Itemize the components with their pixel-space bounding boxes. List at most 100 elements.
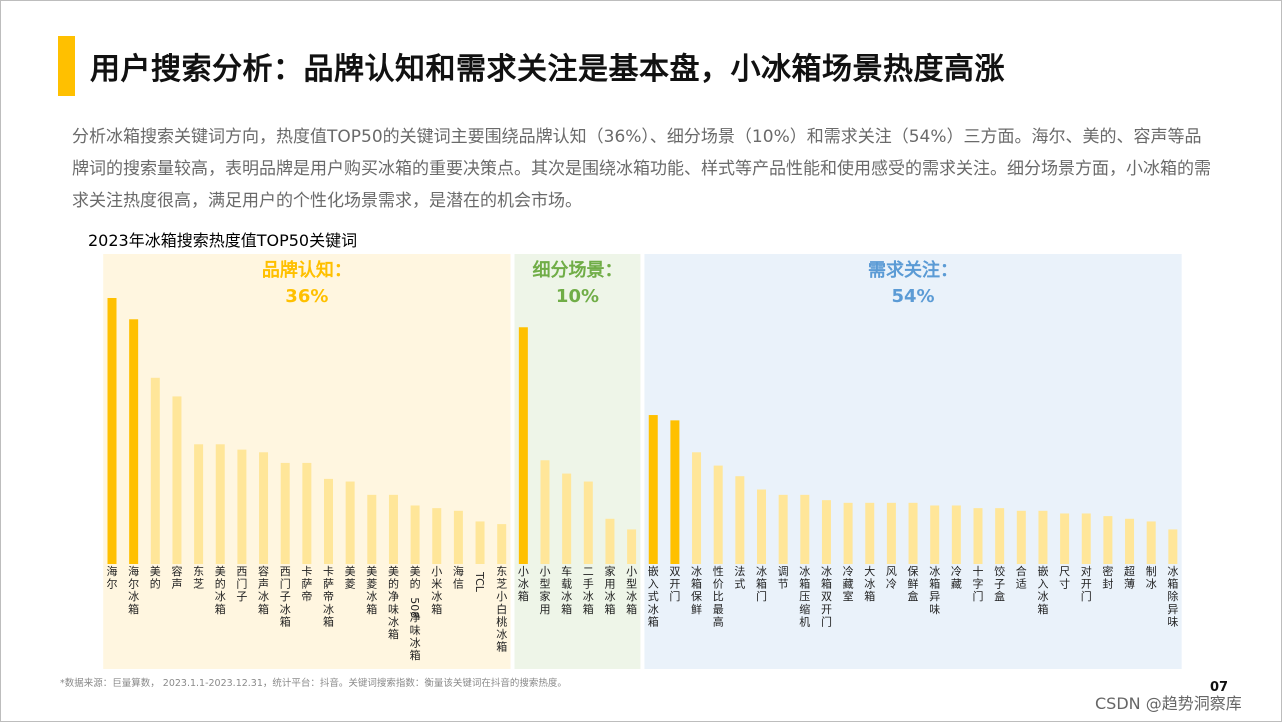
category-label: 车载冰箱 xyxy=(561,564,572,616)
bar xyxy=(367,494,377,564)
bar xyxy=(324,478,333,564)
bar xyxy=(562,473,572,564)
category-label: 冰箱双开门 xyxy=(821,565,832,628)
bar xyxy=(821,500,831,564)
bar xyxy=(194,444,204,564)
category-label: 冰箱异味 xyxy=(929,565,940,616)
category-label-latin: TCL xyxy=(473,571,486,593)
category-label: 西门子 xyxy=(236,565,247,603)
category-label: 美的净味冰箱 xyxy=(388,565,399,641)
category-label: 容声 xyxy=(171,564,182,591)
bar xyxy=(1103,516,1113,564)
bar xyxy=(432,508,442,564)
category-label: 家用冰箱 xyxy=(604,564,615,616)
bar xyxy=(713,465,723,564)
category-label: 海尔 xyxy=(107,564,118,591)
category-label: 饺子盒 xyxy=(994,564,1005,603)
bar xyxy=(735,476,745,564)
category-label: 冰箱门 xyxy=(756,565,767,603)
category-label: 嵌入式冰箱 xyxy=(648,565,659,628)
watermark: CSDN @趋势洞察库 xyxy=(1095,694,1242,713)
bar xyxy=(1038,510,1048,564)
category-label: 卡萨帝冰箱 xyxy=(323,565,334,628)
group-panel-0 xyxy=(103,254,511,669)
category-label: 合适 xyxy=(1016,564,1027,591)
bar xyxy=(215,444,225,564)
bar xyxy=(865,502,875,564)
bar xyxy=(908,502,918,564)
group-percent-2: 54% xyxy=(892,286,935,307)
category-label: 十字门 xyxy=(973,564,984,603)
bar xyxy=(843,502,853,564)
category-label: 性价比最高 xyxy=(713,564,724,628)
group-title-1: 细分场景： xyxy=(532,259,622,281)
bar xyxy=(107,298,117,564)
bar xyxy=(302,462,312,564)
category-label: 美菱冰箱 xyxy=(366,565,377,616)
category-label: 对开门 xyxy=(1081,564,1092,603)
bar xyxy=(129,319,139,564)
bar xyxy=(778,494,788,564)
category-label: 小米冰箱 xyxy=(431,565,442,616)
category-label: 冰箱除异味 xyxy=(1167,565,1178,628)
category-label: 小型家用 xyxy=(540,565,551,616)
bar xyxy=(497,524,507,564)
category-label: 风冷 xyxy=(886,565,897,591)
bar xyxy=(280,462,290,564)
group-percent-1: 10% xyxy=(556,286,599,307)
bar xyxy=(648,415,658,564)
bar xyxy=(388,494,398,564)
bar xyxy=(757,489,766,564)
category-label: 小型冰箱 xyxy=(626,565,637,616)
group-panel-1 xyxy=(514,254,641,669)
category-label: 超薄 xyxy=(1124,564,1135,591)
category-label: 东芝 xyxy=(193,565,204,591)
category-label: 双开门 xyxy=(669,565,680,603)
bar xyxy=(800,494,810,564)
bar xyxy=(1016,510,1026,564)
bar xyxy=(453,510,463,564)
bar xyxy=(1146,521,1156,564)
bar xyxy=(886,502,896,564)
group-panel-2 xyxy=(644,254,1182,669)
group-title-0: 品牌认知： xyxy=(262,259,352,281)
bar xyxy=(1081,513,1091,564)
page-title: 用户搜索分析：品牌认知和需求关注是基本盘，小冰箱场景热度高涨 xyxy=(90,52,1005,87)
chart-title: 2023年冰箱搜索热度值TOP50关键词 xyxy=(88,231,358,250)
group-title-2: 需求关注： xyxy=(868,259,958,281)
bar xyxy=(692,452,702,564)
category-label: 保鲜盒 xyxy=(908,564,919,603)
bar xyxy=(1060,513,1070,564)
bar xyxy=(951,505,961,564)
bar xyxy=(605,518,615,564)
category-label: 卡萨帝 xyxy=(301,565,312,603)
bar xyxy=(930,505,940,564)
page-number: 07 xyxy=(1210,680,1229,695)
category-label: 海尔冰箱 xyxy=(128,564,139,616)
category-label: 冰箱保鲜 xyxy=(691,565,702,616)
description-paragraph: 分析冰箱搜索关键词方向，热度值TOP50的关键词主要围绕品牌认知（36%）、细分… xyxy=(72,127,1211,211)
category-label: 美菱 xyxy=(345,565,356,591)
bar xyxy=(583,481,593,564)
footnote: *数据来源：巨量算数， 2023.1.1-2023.12.31，统计平台：抖音。… xyxy=(60,678,567,689)
bar xyxy=(627,529,637,564)
category-label: 美的净味冰箱 xyxy=(410,565,421,662)
category-label: 法式 xyxy=(734,564,745,591)
category-label: 冷藏 xyxy=(951,565,962,591)
category-label: 嵌入冰箱 xyxy=(1037,565,1048,616)
category-label: 二手冰箱 xyxy=(583,565,594,616)
title-accent-bar xyxy=(58,36,75,96)
bar xyxy=(540,460,550,564)
bar xyxy=(973,508,983,564)
bar xyxy=(237,449,247,564)
bar xyxy=(1125,518,1135,564)
category-label: 调节 xyxy=(778,565,789,591)
category-label: 密封 xyxy=(1102,564,1113,591)
bar xyxy=(670,420,680,564)
category-label: 容声冰箱 xyxy=(258,564,269,616)
bar xyxy=(172,396,182,564)
category-label: 小冰箱 xyxy=(518,565,529,603)
category-label: 冷藏室 xyxy=(843,565,854,603)
bar xyxy=(475,521,485,564)
